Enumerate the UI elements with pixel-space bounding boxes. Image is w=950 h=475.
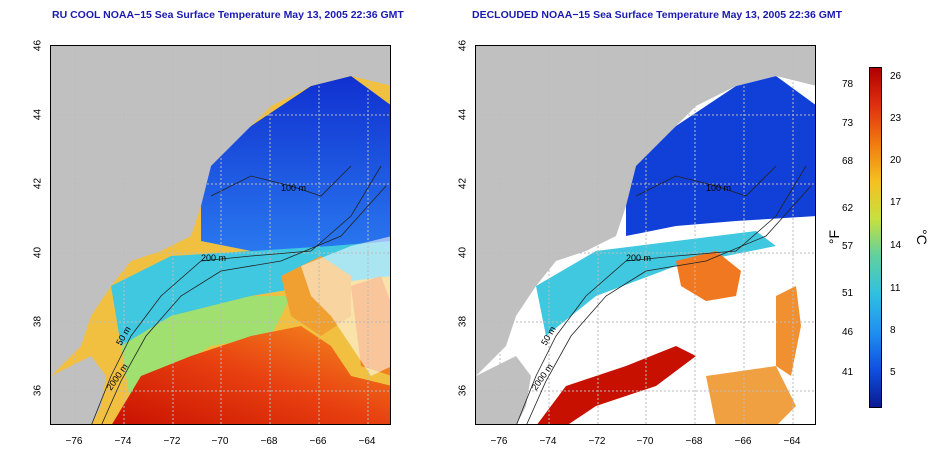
fahrenheit-tick: 62 (842, 203, 854, 214)
lat-tick-label: 42 (457, 177, 469, 190)
lat-tick-label: 40 (457, 246, 469, 259)
fahrenheit-tick: 68 (842, 156, 854, 167)
temperature-colorbar (869, 67, 882, 408)
fahrenheit-tick: 57 (842, 241, 854, 252)
contour-label-200m: 200 m (201, 253, 226, 263)
celsius-tick: 14 (890, 240, 902, 251)
celsius-tick: 5 (890, 367, 896, 378)
lat-tick-label: 36 (457, 384, 469, 397)
celsius-tick: 8 (890, 325, 896, 336)
lon-tick-label: −70 (211, 436, 229, 447)
lat-tick-label: 36 (32, 384, 44, 397)
lon-tick-label: −72 (588, 436, 606, 447)
celsius-unit-label: °C (913, 229, 930, 245)
contour-label-100m: 100 m (281, 183, 306, 193)
lon-tick-label: −74 (539, 436, 557, 447)
declouded-sst-image: 200 m 100 m 50 m 2000 m (476, 46, 815, 424)
celsius-tick: 17 (890, 197, 902, 208)
celsius-tick: 11 (890, 283, 901, 294)
lat-tick-label: 46 (457, 39, 469, 52)
lon-tick-label: −74 (114, 436, 132, 447)
contour-label-200m: 200 m (626, 253, 651, 263)
lat-tick-label: 42 (32, 177, 44, 190)
fahrenheit-tick: 78 (842, 79, 854, 90)
raw-sst-image: 200 m 100 m 50 m 2000 m (51, 46, 390, 424)
fahrenheit-unit-label: °F (826, 229, 843, 245)
declouded-sst-map: 200 m 100 m 50 m 2000 m (475, 45, 816, 425)
lat-tick-label: 44 (457, 108, 469, 121)
lon-tick-label: −64 (358, 436, 376, 447)
fahrenheit-tick: 41 (842, 367, 854, 378)
lat-tick-label: 40 (32, 246, 44, 259)
lon-tick-label: −70 (636, 436, 654, 447)
raw-sst-map: 200 m 100 m 50 m 2000 m (50, 45, 391, 425)
celsius-tick: 20 (890, 155, 902, 166)
lon-tick-label: −64 (783, 436, 801, 447)
right-map-title: DECLOUDED NOAA−15 Sea Surface Temperatur… (472, 9, 843, 21)
lon-tick-label: −76 (65, 436, 83, 447)
left-map-title: RU COOL NOAA−15 Sea Surface Temperature … (52, 9, 404, 21)
lat-tick-label: 38 (457, 315, 469, 328)
fahrenheit-tick: 73 (842, 118, 854, 129)
lon-tick-label: −68 (260, 436, 278, 447)
lon-tick-label: −68 (685, 436, 703, 447)
lon-tick-label: −72 (163, 436, 181, 447)
lon-tick-label: −66 (309, 436, 327, 447)
fahrenheit-tick: 51 (842, 288, 854, 299)
lat-tick-label: 38 (32, 315, 44, 328)
lat-tick-label: 46 (32, 39, 44, 52)
contour-label-100m: 100 m (706, 183, 731, 193)
celsius-tick: 26 (890, 71, 902, 82)
lon-tick-label: −66 (734, 436, 752, 447)
fahrenheit-tick: 46 (842, 327, 854, 338)
lon-tick-label: −76 (490, 436, 508, 447)
celsius-tick: 23 (890, 113, 902, 124)
lat-tick-label: 44 (32, 108, 44, 121)
